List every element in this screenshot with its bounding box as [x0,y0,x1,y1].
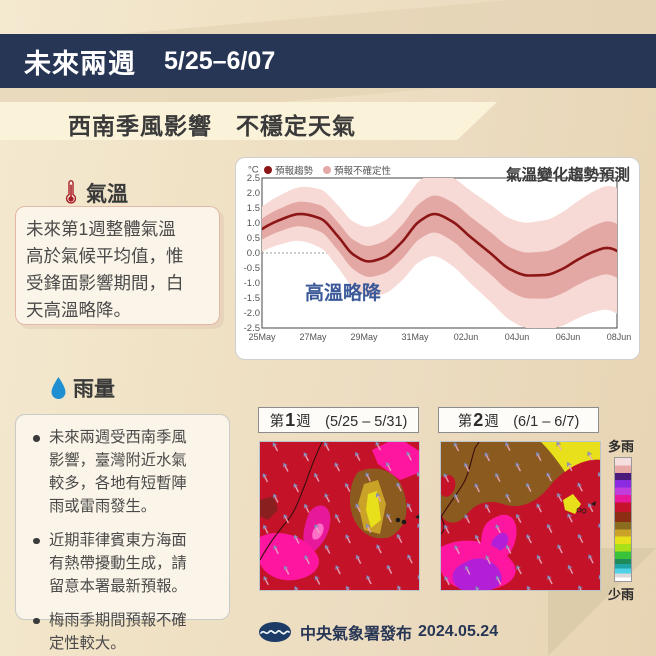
svg-text:27May: 27May [299,332,327,342]
svg-text:-2.0: -2.0 [244,308,260,319]
svg-text:2.0: 2.0 [247,188,260,199]
svg-text:31May: 31May [401,332,429,342]
svg-text:-1.0: -1.0 [244,278,260,289]
svg-text:1.5: 1.5 [247,203,260,214]
svg-text:04Jun: 04Jun [505,332,530,342]
svg-text:25May: 25May [248,332,276,342]
svg-text:29May: 29May [350,332,378,342]
svg-text:02Jun: 02Jun [454,332,479,342]
svg-text:-1.5: -1.5 [244,293,260,304]
svg-text:0.0: 0.0 [247,248,260,259]
svg-text:08Jun: 08Jun [607,332,632,342]
svg-text:-0.5: -0.5 [244,263,260,274]
svg-text:06Jun: 06Jun [556,332,581,342]
svg-text:0.5: 0.5 [247,233,260,244]
svg-text:1.0: 1.0 [247,218,260,229]
svg-text:2.5: 2.5 [247,173,260,184]
